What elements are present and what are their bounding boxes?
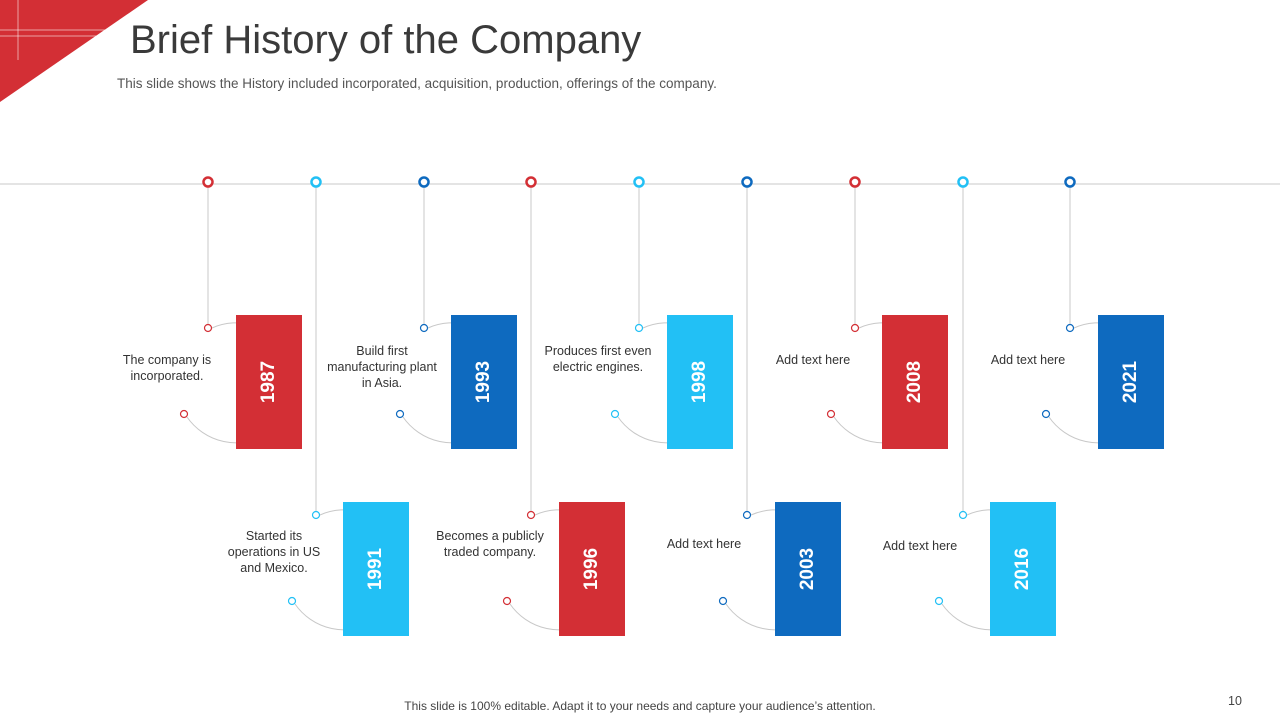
axis-marker — [202, 176, 214, 188]
year-label: 1991 — [365, 547, 386, 591]
axis-marker — [525, 176, 537, 188]
year-box-1991: 1991 — [343, 502, 409, 636]
arc-end-dot — [287, 596, 297, 606]
axis-marker — [957, 176, 969, 188]
year-box-2021: 2021 — [1098, 315, 1164, 449]
arc-start-dot — [203, 323, 213, 333]
year-box-1996: 1996 — [559, 502, 625, 636]
year-label: 2008 — [904, 360, 925, 404]
arc-start-dot — [419, 323, 429, 333]
year-label: 2016 — [1012, 547, 1033, 591]
page-number: 10 — [1228, 694, 1242, 708]
year-label: 2003 — [797, 547, 818, 591]
event-text-2008: Add text here — [775, 353, 851, 367]
arc-start-dot — [958, 510, 968, 520]
axis-marker — [849, 176, 861, 188]
year-box-1998: 1998 — [667, 315, 733, 449]
year-label: 2021 — [1120, 360, 1141, 404]
year-label: 1987 — [258, 360, 279, 404]
arc-start-dot — [850, 323, 860, 333]
page-title: Brief History of the Company — [130, 18, 642, 62]
event-text-1993: Build first manufacturing plant in Asia. — [327, 344, 437, 390]
year-box-2003: 2003 — [775, 502, 841, 636]
year-box-2016: 2016 — [990, 502, 1056, 636]
corner-accent — [0, 0, 148, 102]
footer-note: This slide is 100% editable. Adapt it to… — [404, 699, 876, 713]
axis-marker — [1064, 176, 1076, 188]
arc-start-dot — [634, 323, 644, 333]
page-subtitle: This slide shows the History included in… — [117, 76, 717, 91]
arc-start-dot — [1065, 323, 1075, 333]
event-text-2016: Add text here — [882, 539, 958, 553]
arc-start-dot — [526, 510, 536, 520]
axis-marker — [418, 176, 430, 188]
arc-end-dot — [934, 596, 944, 606]
year-box-2008: 2008 — [882, 315, 948, 449]
year-box-1993: 1993 — [451, 315, 517, 449]
axis-marker — [633, 176, 645, 188]
event-text-1996: Becomes a publicly traded company. — [436, 529, 544, 559]
year-box-1987: 1987 — [236, 315, 302, 449]
event-text-2021: Add text here — [990, 353, 1066, 367]
year-label: 1993 — [473, 360, 494, 404]
arc-end-dot — [502, 596, 512, 606]
arc-start-dot — [742, 510, 752, 520]
arc-end-dot — [1041, 409, 1051, 419]
arc-end-dot — [179, 409, 189, 419]
event-text-2003: Add text here — [666, 537, 742, 551]
arc-start-dot — [311, 510, 321, 520]
event-text-1991: Started its operations in US and Mexico. — [227, 529, 321, 575]
event-text-1987: The company is incorporated. — [122, 353, 212, 383]
axis-marker — [741, 176, 753, 188]
arc-end-dot — [718, 596, 728, 606]
arc-end-dot — [395, 409, 405, 419]
year-label: 1996 — [581, 547, 602, 591]
axis-marker — [310, 176, 322, 188]
arc-end-dot — [826, 409, 836, 419]
year-label: 1998 — [689, 360, 710, 404]
event-text-1998: Produces first even electric engines. — [544, 344, 652, 374]
arc-end-dot — [610, 409, 620, 419]
